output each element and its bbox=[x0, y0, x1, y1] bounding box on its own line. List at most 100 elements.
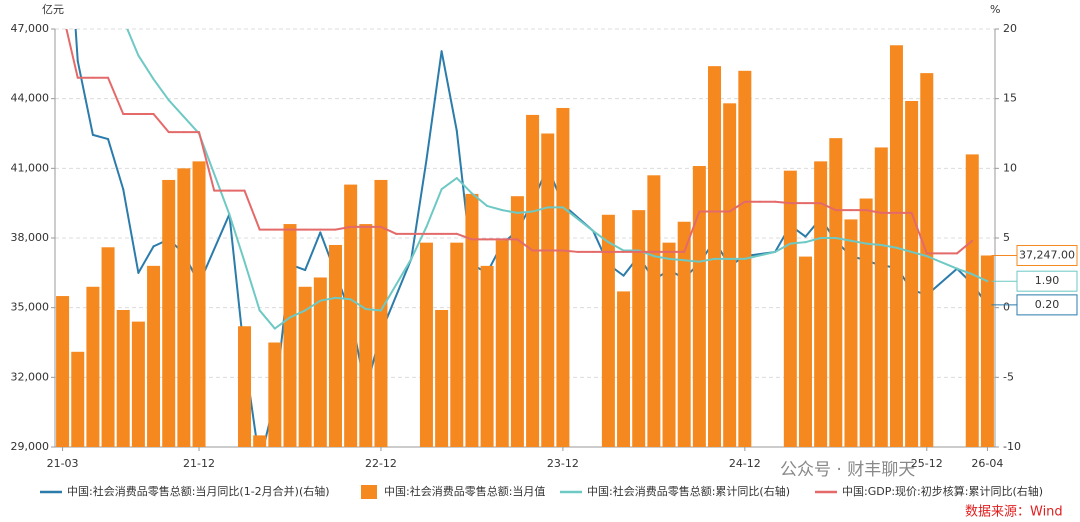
bar bbox=[874, 147, 888, 447]
line-segment bbox=[698, 257, 716, 263]
line-segment bbox=[440, 50, 458, 132]
line-segment bbox=[91, 133, 110, 141]
line-segment bbox=[774, 200, 792, 205]
bar bbox=[71, 351, 85, 447]
line-segment bbox=[152, 78, 170, 102]
bar bbox=[192, 161, 206, 447]
bar bbox=[844, 219, 858, 447]
y-axis-label: 亿元 bbox=[42, 3, 64, 16]
line-segment bbox=[910, 250, 928, 258]
line-segment bbox=[289, 309, 307, 319]
line-segment bbox=[349, 298, 367, 311]
line-segment bbox=[971, 273, 989, 283]
line-segment bbox=[849, 239, 868, 245]
bar bbox=[798, 256, 812, 447]
line-segment bbox=[804, 237, 822, 244]
line-segment bbox=[865, 209, 883, 214]
line-segment bbox=[137, 54, 155, 81]
y2-tick-label: 20 bbox=[1003, 22, 1017, 35]
line-segment bbox=[152, 112, 170, 134]
line-segment bbox=[273, 316, 291, 330]
value-label-box bbox=[1016, 244, 1078, 266]
line-segment bbox=[364, 308, 382, 312]
bar bbox=[328, 244, 342, 447]
bar bbox=[980, 255, 994, 447]
bar bbox=[526, 114, 540, 447]
bar bbox=[495, 240, 509, 447]
line-segment bbox=[531, 206, 549, 213]
bar bbox=[632, 210, 646, 447]
line-segment bbox=[743, 250, 777, 260]
bar bbox=[298, 286, 312, 447]
bar bbox=[435, 309, 449, 447]
legend-label: 中国:GDP:现价:初步核算:累计同比(右轴) bbox=[842, 484, 1043, 498]
line-segment bbox=[925, 255, 959, 270]
line-segment bbox=[668, 257, 686, 262]
legend-label: 中国:社会消费品零售总额:当月同比(1-2月合并)(右轴) bbox=[67, 484, 330, 498]
x-tick-label: 21-12 bbox=[183, 457, 215, 470]
line-segment bbox=[198, 132, 231, 216]
y2-axis-label: % bbox=[990, 3, 1000, 16]
line-segment bbox=[243, 260, 261, 312]
value-label: 1.90 bbox=[1035, 274, 1060, 287]
bar bbox=[131, 321, 145, 447]
bar bbox=[374, 179, 388, 447]
bar bbox=[101, 247, 115, 447]
line-segment bbox=[683, 259, 701, 263]
bar bbox=[723, 103, 737, 447]
line-segment bbox=[440, 177, 458, 191]
bar bbox=[814, 161, 828, 447]
bar bbox=[677, 221, 691, 447]
line-segment bbox=[895, 246, 913, 253]
line-segment bbox=[865, 242, 883, 246]
line-segment bbox=[486, 204, 504, 212]
value-label: 0.20 bbox=[1035, 298, 1060, 311]
line-segment bbox=[65, 29, 79, 79]
bar bbox=[147, 265, 161, 447]
line-segment bbox=[76, 60, 94, 136]
y2-tick-label: 5 bbox=[1003, 231, 1010, 244]
x-tick-label: 23-12 bbox=[547, 457, 579, 470]
line-segment bbox=[379, 257, 413, 312]
bar bbox=[116, 309, 130, 447]
bar bbox=[965, 154, 979, 447]
line-segment bbox=[834, 237, 852, 242]
line-segment bbox=[956, 267, 974, 276]
source-note: 数据来源：Wind bbox=[965, 505, 1063, 520]
y-tick-label: 32,000 bbox=[11, 370, 50, 383]
bar bbox=[86, 286, 100, 447]
bar bbox=[920, 73, 934, 447]
y-tick-label: 29,000 bbox=[11, 440, 50, 453]
line-segment bbox=[410, 158, 428, 260]
y2-tick-label: 10 bbox=[1003, 161, 1017, 174]
line-segment bbox=[516, 210, 534, 214]
line-segment bbox=[652, 255, 671, 260]
line-segment bbox=[334, 296, 352, 301]
line-segment bbox=[198, 131, 216, 192]
line-segment bbox=[728, 200, 746, 213]
bar bbox=[268, 342, 282, 447]
line-segment bbox=[243, 189, 261, 231]
bar bbox=[56, 296, 70, 447]
bar bbox=[253, 435, 267, 447]
line-segment bbox=[592, 230, 610, 244]
bar bbox=[541, 133, 555, 447]
x-tick-label: 26-04 bbox=[971, 457, 1003, 470]
line-segment bbox=[304, 231, 322, 272]
line-segment bbox=[425, 188, 443, 228]
value-label-box bbox=[1016, 270, 1078, 292]
y-tick-label: 47,000 bbox=[11, 22, 50, 35]
line-segment bbox=[819, 202, 837, 212]
y-tick-label: 35,000 bbox=[11, 301, 50, 314]
plot-area bbox=[56, 29, 994, 447]
bar bbox=[177, 168, 191, 447]
bar bbox=[647, 175, 661, 447]
line-segment bbox=[607, 241, 625, 252]
line-segment bbox=[455, 232, 473, 241]
line-segment bbox=[561, 206, 595, 233]
bar bbox=[905, 100, 919, 447]
bar bbox=[450, 242, 464, 447]
y-tick-label: 44,000 bbox=[11, 92, 50, 105]
line-segment bbox=[789, 241, 807, 245]
